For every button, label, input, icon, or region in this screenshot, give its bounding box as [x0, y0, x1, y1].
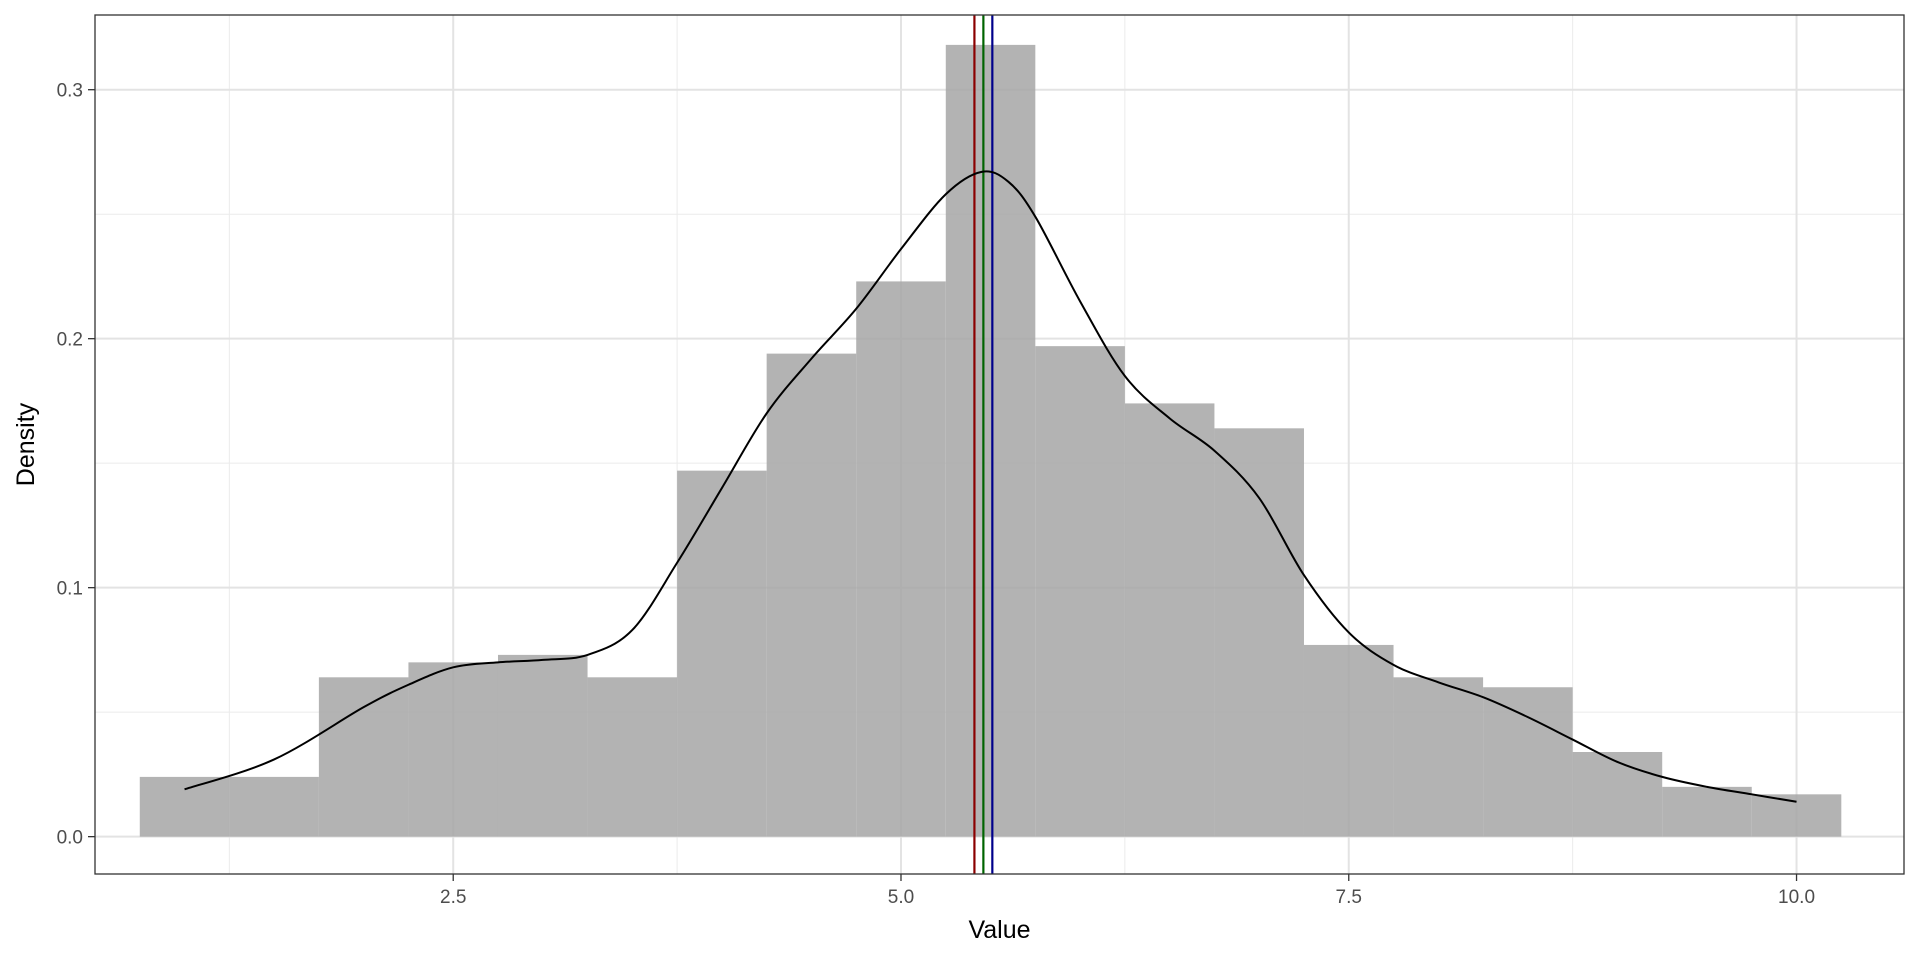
x-tick-label: 2.5: [440, 887, 466, 908]
histogram-bar: [677, 470, 767, 837]
panel-border: [94, 14, 1905, 875]
x-tick-label: 5.0: [888, 887, 914, 908]
histogram-bars: [139, 44, 1842, 837]
histogram-bar: [945, 44, 1036, 837]
histogram-bar: [1214, 428, 1304, 837]
density-curve: [184, 170, 1797, 803]
histogram-bar: [766, 353, 857, 837]
histogram-bar: [1483, 687, 1573, 837]
reference-lines: [973, 15, 994, 874]
histogram-bar: [1124, 403, 1215, 837]
x-axis: 2.5 5.0 7.5 10.0: [440, 874, 1815, 908]
histogram-bar: [856, 281, 946, 837]
x-tick-label: 7.5: [1336, 887, 1362, 908]
histogram-bar: [1035, 346, 1125, 837]
y-tick-label: 0.2: [57, 330, 83, 351]
histogram-bar: [1393, 677, 1484, 837]
y-tick-label: 0.3: [57, 81, 83, 102]
y-axis-title: Density: [12, 402, 40, 486]
plot-panel: [94, 14, 1905, 875]
histogram-bar: [408, 662, 498, 837]
histogram-bar: [1751, 794, 1842, 837]
histogram-bar: [1662, 786, 1752, 837]
x-tick-label: 10.0: [1778, 887, 1815, 908]
y-tick-label: 0.0: [57, 828, 83, 849]
x-axis-title: Value: [968, 916, 1030, 944]
histogram-bar: [318, 677, 409, 837]
histogram-bar: [229, 776, 319, 837]
histogram-bar: [1572, 751, 1663, 837]
y-axis: 0.0 0.1 0.2 0.3: [57, 81, 95, 849]
histogram-bar: [1303, 644, 1394, 837]
histogram-bar: [497, 654, 588, 837]
histogram-bar: [587, 677, 678, 837]
y-tick-label: 0.1: [57, 579, 83, 600]
histogram-bar: [139, 776, 230, 837]
